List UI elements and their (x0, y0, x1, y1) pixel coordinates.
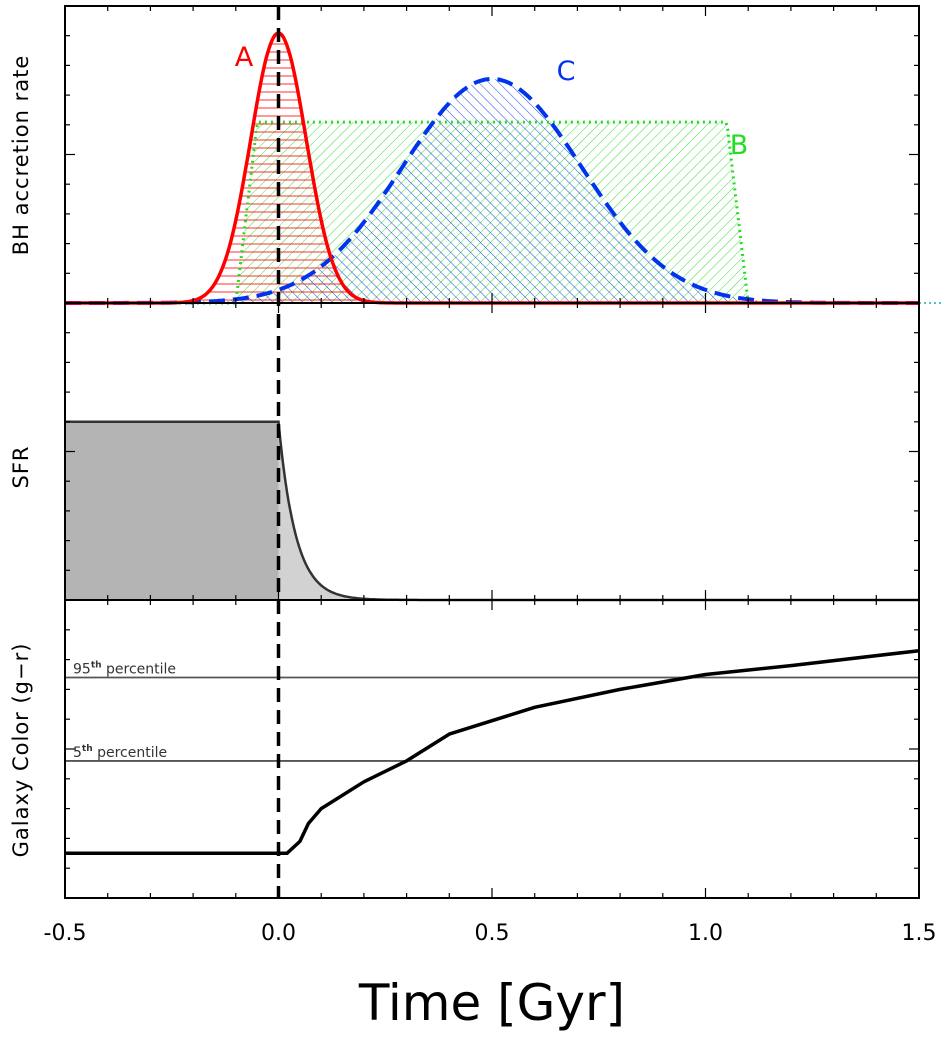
percentile-label-95: 95th percentile (73, 660, 176, 677)
panel1-areas (65, 33, 919, 304)
panel-bh-accretion: BH accretion rate A B C (9, 5, 941, 305)
x-tick-label: 0.5 (475, 921, 510, 946)
panel2-ticks (64, 302, 920, 601)
panel3-ylabel: Galaxy Color (g−r) (9, 643, 33, 858)
x-tick-label: 1.5 (902, 921, 937, 946)
x-tick-label: 1.0 (688, 921, 723, 946)
sfr-area-constant (65, 421, 279, 600)
x-tick-labels: -0.5 0.0 0.5 1.0 1.5 (44, 921, 937, 946)
x-tick-label: -0.5 (44, 921, 87, 946)
curve-label-c: C (557, 56, 576, 87)
panel-sfr: SFR (9, 302, 920, 602)
sfr-area-decay (278, 421, 919, 600)
panel1-ticks (64, 5, 920, 304)
panel-galaxy-color: 95th percentile 5th percentile Galaxy Col… (9, 599, 920, 899)
panel3-curve (65, 648, 920, 856)
color-curve (65, 648, 920, 856)
panel1-ylabel: BH accretion rate (9, 55, 33, 255)
panel2-area (65, 421, 919, 600)
x-axis-label: Time [Gyr] (358, 974, 625, 1032)
panel2-ylabel: SFR (9, 445, 33, 488)
area-c (65, 78, 919, 304)
panel3-reference-lines: 95th percentile 5th percentile (65, 660, 919, 762)
curve-label-b: B (730, 130, 749, 161)
percentile-label-5: 5th percentile (73, 744, 167, 761)
curve-label-a: A (235, 42, 254, 73)
x-tick-label: 0.0 (261, 921, 296, 946)
panel3-ticks (64, 599, 920, 899)
